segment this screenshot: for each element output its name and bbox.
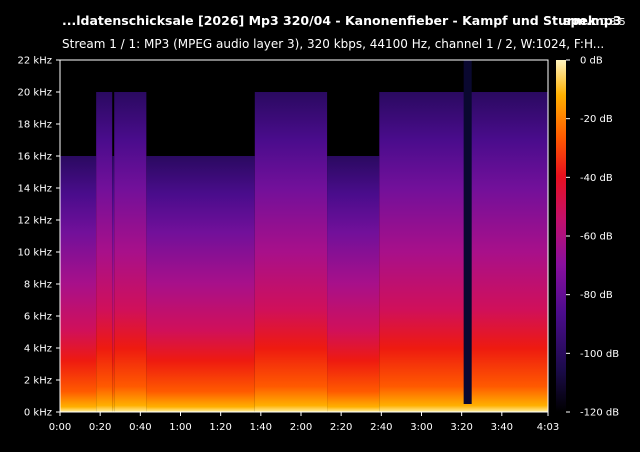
- spectrum-segment: [114, 92, 147, 412]
- y-tick-label: 6 kHz: [24, 312, 52, 323]
- y-tick-label: 2 kHz: [24, 376, 52, 387]
- y-tick-label: 18 kHz: [18, 120, 52, 131]
- x-tick-label: 2:20: [330, 422, 352, 433]
- x-tick-label: 2:40: [370, 422, 392, 433]
- app-version: 0.8.5: [600, 17, 626, 28]
- file-title: ...ldatenschicksale [2026] Mp3 320/04 - …: [62, 13, 622, 28]
- silent-gap: [463, 60, 472, 404]
- colorbar-tick-label: -120 dB: [580, 408, 619, 419]
- y-tick-label: 14 kHz: [18, 184, 52, 195]
- x-tick-label: 3:40: [491, 422, 513, 433]
- colorbar-tick-label: -40 dB: [580, 173, 613, 184]
- y-axis: 0 kHz 2 kHz 4 kHz 6 kHz 8 kHz 10 kHz 12 kHz 14 …: [18, 56, 60, 419]
- colorbar-tick-label: -80 dB: [580, 290, 613, 301]
- x-tick-label: 4:03: [537, 422, 559, 433]
- plot-frame: [59, 59, 549, 413]
- spectrum-segment: [60, 156, 97, 412]
- y-tick-label: 22 kHz: [18, 56, 52, 67]
- colorbar-tick-label: 0 dB: [580, 56, 603, 67]
- x-tick-label: 0:40: [129, 422, 151, 433]
- app-name: spek 0.8.5: [563, 13, 626, 28]
- spectrum-segment: [112, 156, 115, 412]
- spectrum-segment: [327, 156, 380, 412]
- colorbar: [556, 60, 566, 412]
- y-tick-label: 20 kHz: [18, 88, 52, 99]
- colorbar-tick-label: -20 dB: [580, 114, 613, 125]
- x-tick-label: 3:20: [450, 422, 472, 433]
- y-tick-label: 0 kHz: [24, 408, 52, 419]
- y-tick-label: 12 kHz: [18, 216, 52, 227]
- x-tick-label: 0:00: [49, 422, 71, 433]
- spectrum-segment: [96, 92, 113, 412]
- y-tick-label: 8 kHz: [24, 280, 52, 291]
- x-tick-label: 2:00: [290, 422, 312, 433]
- x-axis: 0:00 0:20 0:40 1:00 1:20 1:40 2:00 2:20 2:40 3:00…: [49, 412, 559, 433]
- x-tick-label: 3:00: [410, 422, 432, 433]
- colorbar-tick-label: -60 dB: [580, 232, 613, 243]
- spectrum-segment: [254, 92, 328, 412]
- y-tick-label: 16 kHz: [18, 152, 52, 163]
- spectrogram-layer: [60, 60, 548, 412]
- y-tick-label: 4 kHz: [24, 344, 52, 355]
- app-name-label: spek: [563, 13, 597, 28]
- x-tick-label: 1:20: [209, 422, 231, 433]
- x-tick-label: 0:20: [89, 422, 111, 433]
- x-tick-label: 1:00: [169, 422, 191, 433]
- y-tick-label: 10 kHz: [18, 248, 52, 259]
- stream-info: Stream 1 / 1: MP3 (MPEG audio layer 3), …: [62, 37, 605, 51]
- colorbar-tick-label: -100 dB: [580, 349, 619, 360]
- colorbar-axis: 0 dB -20 dB -40 dB -60 dB -80 dB -100 dB -120 …: [566, 56, 619, 419]
- x-tick-label: 1:40: [250, 422, 272, 433]
- spectrum-segment: [146, 156, 255, 412]
